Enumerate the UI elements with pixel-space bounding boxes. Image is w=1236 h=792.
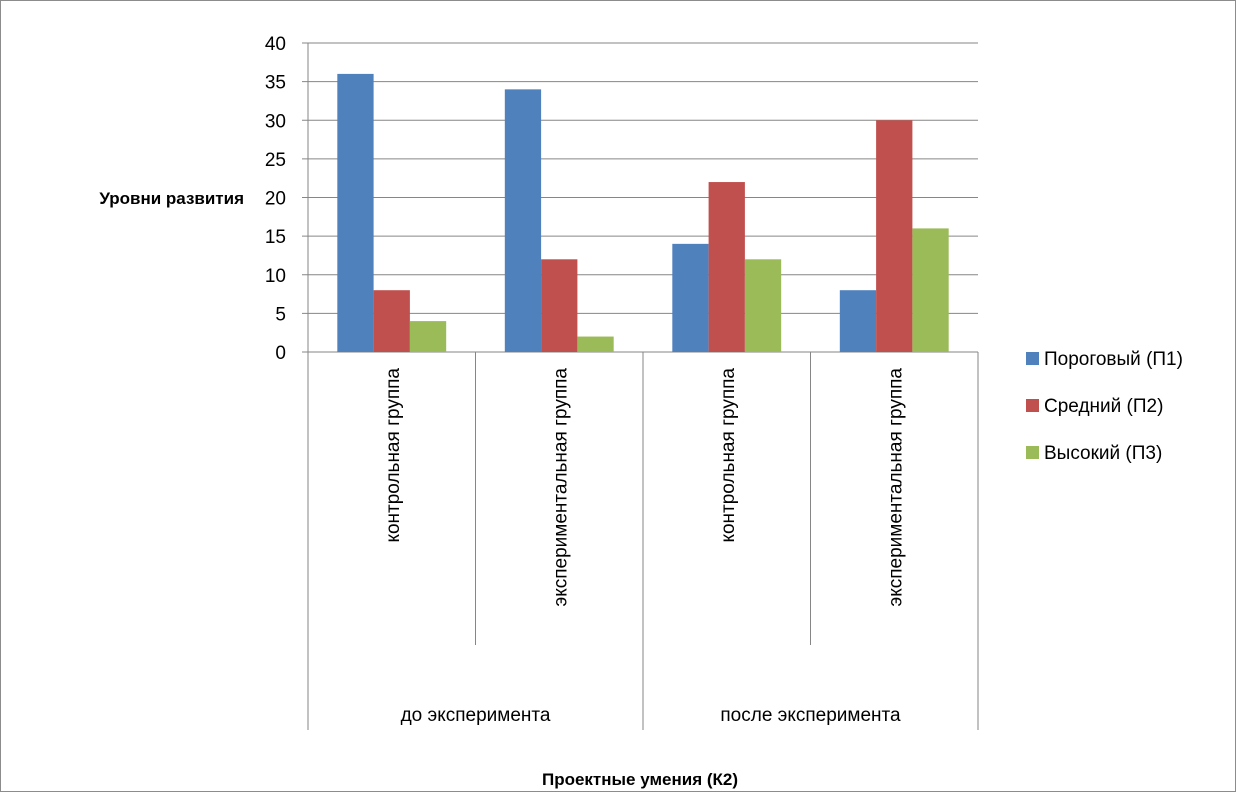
legend-swatch bbox=[1026, 399, 1039, 412]
y-tick-label: 10 bbox=[265, 266, 286, 287]
bar bbox=[839, 290, 877, 352]
legend: Пороговый (П1) Средний (П2) Высокий (П3) bbox=[1026, 349, 1183, 464]
legend-label: Пороговый (П1) bbox=[1044, 349, 1183, 370]
y-tick-label: 15 bbox=[265, 227, 286, 248]
bar bbox=[577, 336, 614, 352]
bar bbox=[708, 182, 745, 352]
x-tick-label: контрольная группа bbox=[383, 368, 404, 543]
y-tick-label: 25 bbox=[265, 150, 286, 171]
y-tick-label: 40 bbox=[265, 34, 286, 55]
x-tick-label: экспериментальная группа bbox=[885, 368, 906, 607]
bar bbox=[541, 259, 578, 352]
y-axis-title: Уровни развития bbox=[99, 189, 244, 208]
y-tick-label: 30 bbox=[265, 111, 286, 132]
x-tick-label: экспериментальная группа bbox=[550, 368, 571, 607]
y-tick-label: 20 bbox=[265, 189, 286, 210]
y-axis: 0 5 10 15 20 25 30 35 40 bbox=[265, 34, 309, 364]
group-label: до эксперимента bbox=[401, 705, 551, 726]
y-tick-label: 35 bbox=[265, 73, 286, 94]
group-label: после эксперимента bbox=[720, 705, 901, 726]
bar bbox=[876, 120, 913, 352]
bars bbox=[337, 73, 949, 353]
legend-swatch bbox=[1026, 446, 1039, 459]
y-tick-label: 5 bbox=[275, 304, 286, 325]
bar bbox=[337, 73, 374, 353]
bar bbox=[744, 259, 782, 352]
legend-swatch bbox=[1026, 352, 1039, 365]
x-axis-title: Проектные умения (К2) bbox=[542, 770, 738, 789]
bar bbox=[373, 290, 410, 352]
x-tick-label: контрольная группа bbox=[718, 368, 739, 543]
bar bbox=[409, 321, 447, 352]
bar bbox=[672, 243, 709, 352]
bar bbox=[912, 228, 949, 352]
bar bbox=[504, 89, 542, 352]
legend-label: Средний (П2) bbox=[1044, 396, 1163, 417]
y-tick-label: 0 bbox=[275, 343, 286, 364]
legend-label: Высокий (П3) bbox=[1044, 443, 1162, 464]
x-axis: контрольная группа экспериментальная груп… bbox=[307, 352, 979, 730]
